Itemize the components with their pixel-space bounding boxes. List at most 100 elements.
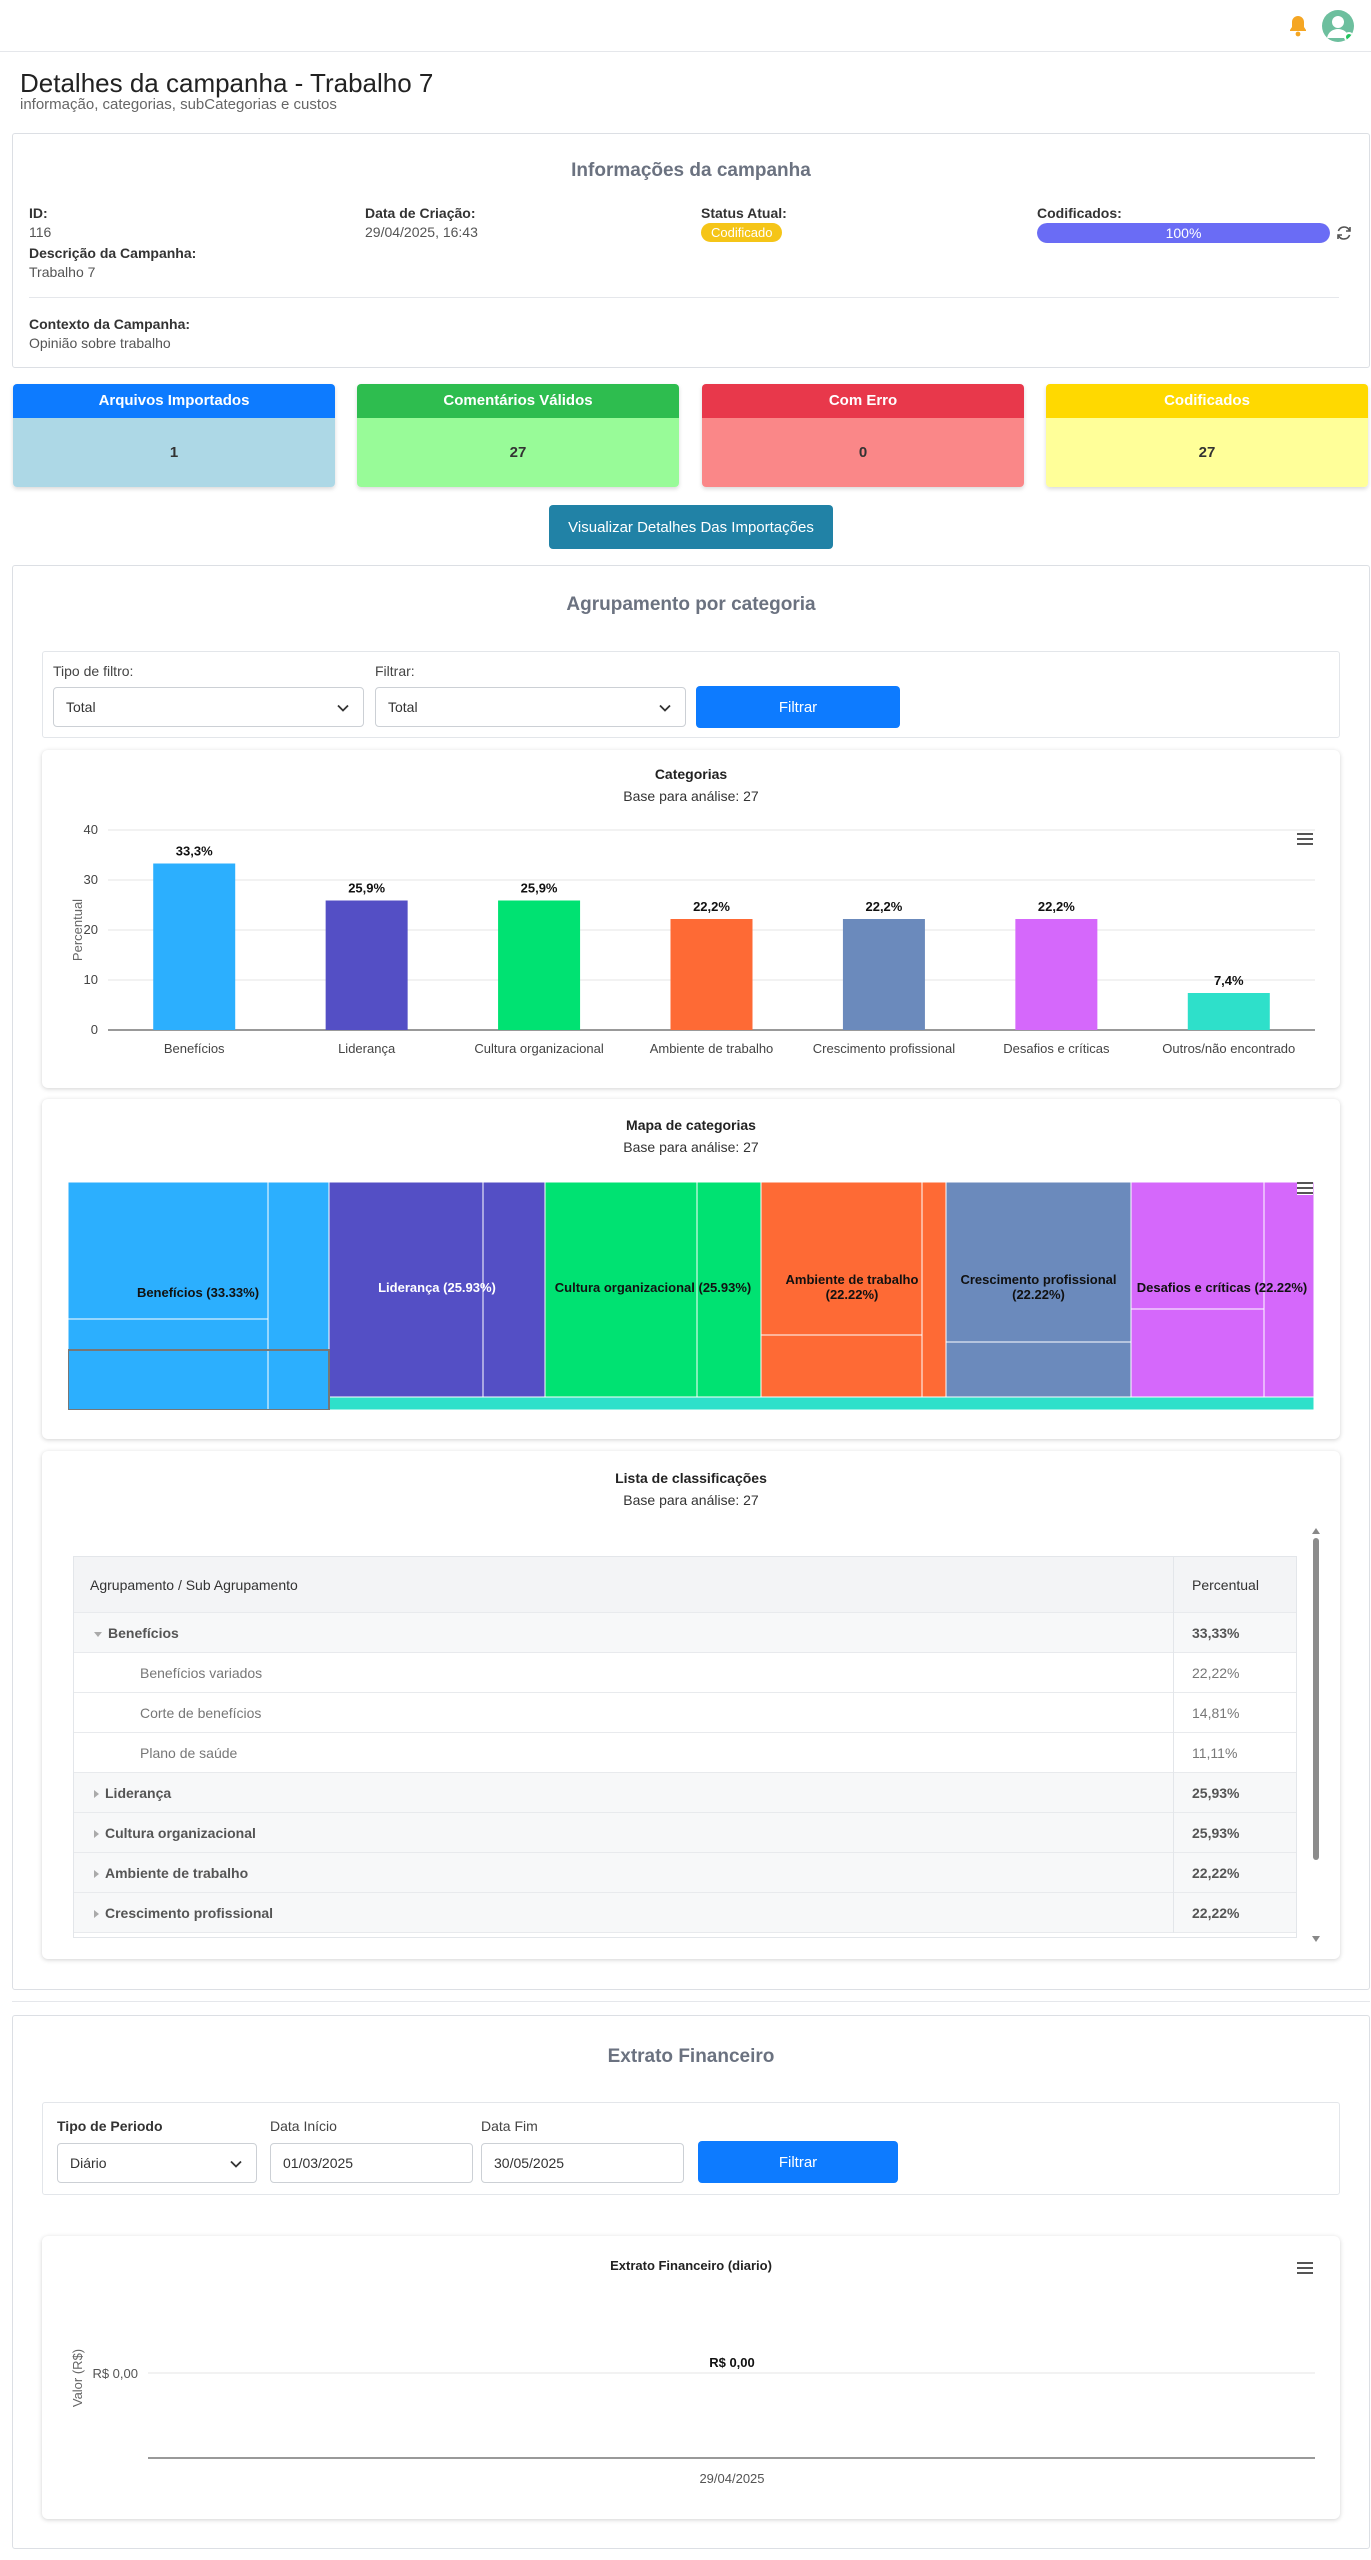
row-label: Corte de benefícios <box>74 1693 1174 1733</box>
caret-right-icon[interactable] <box>94 1830 99 1839</box>
treemap-label-lideranca: Liderança (25.93%) <box>378 1280 496 1295</box>
caret-right-icon[interactable] <box>94 1870 99 1879</box>
grouping-title: Agrupamento por categoria <box>566 594 816 615</box>
filter-type-value: Total <box>66 699 96 715</box>
row-value: 22,22% <box>1192 1665 1240 1681</box>
y-tick-label: 0 <box>91 1022 98 1037</box>
stat-label: Codificados <box>1046 384 1368 418</box>
financial-y-axis-title: Valor (R$) <box>70 2349 85 2407</box>
period-type-label: Tipo de Periodo <box>57 2118 163 2134</box>
treemap-cell-highlight <box>68 1349 330 1410</box>
treemap-label-beneficios: Benefícios (33.33%) <box>136 1285 260 1300</box>
bar <box>670 919 753 1030</box>
coded-progress-text: 100% <box>1165 225 1202 241</box>
info-divider <box>29 297 1339 298</box>
campaign-info-card: Informações da campanha <box>12 133 1370 368</box>
end-date-input[interactable]: 30/05/2025 <box>481 2143 684 2183</box>
id-value: 116 <box>29 224 52 240</box>
caret-down-icon[interactable] <box>94 1631 102 1637</box>
treemap-menu-icon[interactable] <box>1297 1181 1313 1195</box>
treemap-cell-ambiente <box>921 1182 947 1398</box>
data-label: 33,3% <box>176 844 213 859</box>
treemap-cell-crescimento <box>945 1341 1132 1398</box>
row-label: Ambiente de trabalho <box>105 1865 249 1881</box>
stat-label: Com Erro <box>702 384 1024 418</box>
treemap-cell-lideranca <box>482 1182 546 1398</box>
end-date-label: Data Fim <box>481 2118 538 2134</box>
status-label: Status Atual: <box>701 205 787 221</box>
coded-label: Codificados: <box>1037 205 1122 221</box>
table-row[interactable]: Plano de saúde 11,11% <box>74 1733 1296 1773</box>
financial-y-tick: R$ 0,00 <box>92 2366 138 2381</box>
financial-chart-menu-icon[interactable] <box>1297 2261 1313 2275</box>
treemap-cell-outros <box>328 1396 1314 1410</box>
financial-data-label: R$ 0,00 <box>709 2355 755 2370</box>
table-row[interactable]: Ambiente de trabalho 22,22% <box>74 1853 1296 1893</box>
x-tick-label: Desafios e críticas <box>1003 1041 1110 1056</box>
stat-value: 0 <box>702 418 1024 487</box>
row-group: Cultura organizacional <box>74 1813 1174 1853</box>
table-row[interactable]: Cultura organizacional 25,93% <box>74 1813 1296 1853</box>
row-value: 33,33% <box>1192 1625 1240 1641</box>
chart-menu-icon[interactable] <box>1297 832 1313 846</box>
table-row[interactable]: Liderança 25,93% <box>74 1773 1296 1813</box>
financial-chart-panel: Extrato Financeiro (diario) <box>42 2236 1340 2519</box>
chevron-down-icon <box>659 704 671 712</box>
created-value: 29/04/2025, 16:43 <box>365 224 478 240</box>
filter-select[interactable]: Total <box>375 687 686 727</box>
filter-button[interactable]: Filtrar <box>696 686 900 728</box>
page-subtitle: informação, categorias, subCategorias e … <box>20 96 337 113</box>
row-value: 22,22% <box>1192 1865 1240 1881</box>
y-tick-label: 30 <box>84 872 98 887</box>
y-tick-label: 10 <box>84 972 98 987</box>
financial-title: Extrato Financeiro <box>607 2046 775 2067</box>
coded-progress-fill <box>1037 223 1330 243</box>
treemap-cell-desafios <box>1263 1182 1314 1398</box>
categories-bar-chart: 0 10 20 30 40 Percentual 33,3% Benefícios 25,9% L… <box>70 822 1315 1056</box>
period-type-select[interactable]: Diário <box>57 2143 257 2183</box>
table-scrollbar[interactable] <box>1311 1528 1321 1942</box>
classification-title: Lista de classificações <box>615 1470 767 1486</box>
section-divider <box>12 2001 1370 2002</box>
column-header-group[interactable]: Agrupamento / Sub Agrupamento <box>74 1557 1174 1613</box>
row-group: Liderança <box>74 1773 1174 1813</box>
data-label: 22,2% <box>693 899 730 914</box>
bar <box>498 900 581 1030</box>
table-row[interactable]: Benefícios variados 22,22% <box>74 1653 1296 1693</box>
caret-right-icon[interactable] <box>94 1910 99 1919</box>
refresh-icon[interactable] <box>1335 224 1353 242</box>
category-treemap <box>68 1182 1314 1410</box>
bell-icon[interactable] <box>1286 14 1310 38</box>
x-tick-label: Crescimento profissional <box>813 1041 955 1056</box>
row-label: Benefícios variados <box>74 1653 1174 1693</box>
treemap-label-ambiente: Ambiente de trabalho (22.22%) <box>785 1272 919 1302</box>
x-tick-label: Outros/não encontrado <box>1162 1041 1295 1056</box>
stat-value: 27 <box>1046 418 1368 487</box>
filter-type-select[interactable]: Total <box>53 687 364 727</box>
coded-progress-bar: 100% <box>1037 223 1330 243</box>
period-type-value: Diário <box>70 2155 107 2171</box>
treemap-cell-ambiente <box>760 1182 923 1336</box>
chart-title: Categorias <box>654 766 728 782</box>
bar <box>325 900 408 1030</box>
table-scrollbar-thumb[interactable] <box>1313 1538 1319 1860</box>
row-group: Crescimento profissional <box>74 1893 1174 1933</box>
stat-value: 1 <box>13 418 335 487</box>
user-avatar[interactable] <box>1322 10 1354 42</box>
row-group: Benefícios <box>74 1613 1174 1653</box>
table-row[interactable]: Benefícios 33,33% <box>74 1613 1296 1653</box>
financial-filter-button[interactable]: Filtrar <box>698 2141 898 2183</box>
description-label: Descrição da Campanha: <box>29 245 197 261</box>
row-label: Liderança <box>105 1785 172 1801</box>
start-date-input[interactable]: 01/03/2025 <box>270 2143 473 2183</box>
row-label: Plano de saúde <box>74 1733 1174 1773</box>
x-tick-label: Ambiente de trabalho <box>650 1041 774 1056</box>
start-date-label: Data Início <box>270 2118 337 2134</box>
column-header-percent[interactable]: Percentual <box>1192 1577 1259 1593</box>
view-import-details-button[interactable]: Visualizar Detalhes Das Importações <box>549 505 833 549</box>
table-row[interactable]: Corte de benefícios 14,81% <box>74 1693 1296 1733</box>
table-row[interactable]: Crescimento profissional 22,22% <box>74 1893 1296 1933</box>
treemap-cell-desafios <box>1130 1182 1265 1310</box>
filter-type-label: Tipo de filtro: <box>53 663 134 679</box>
caret-right-icon[interactable] <box>94 1790 99 1799</box>
